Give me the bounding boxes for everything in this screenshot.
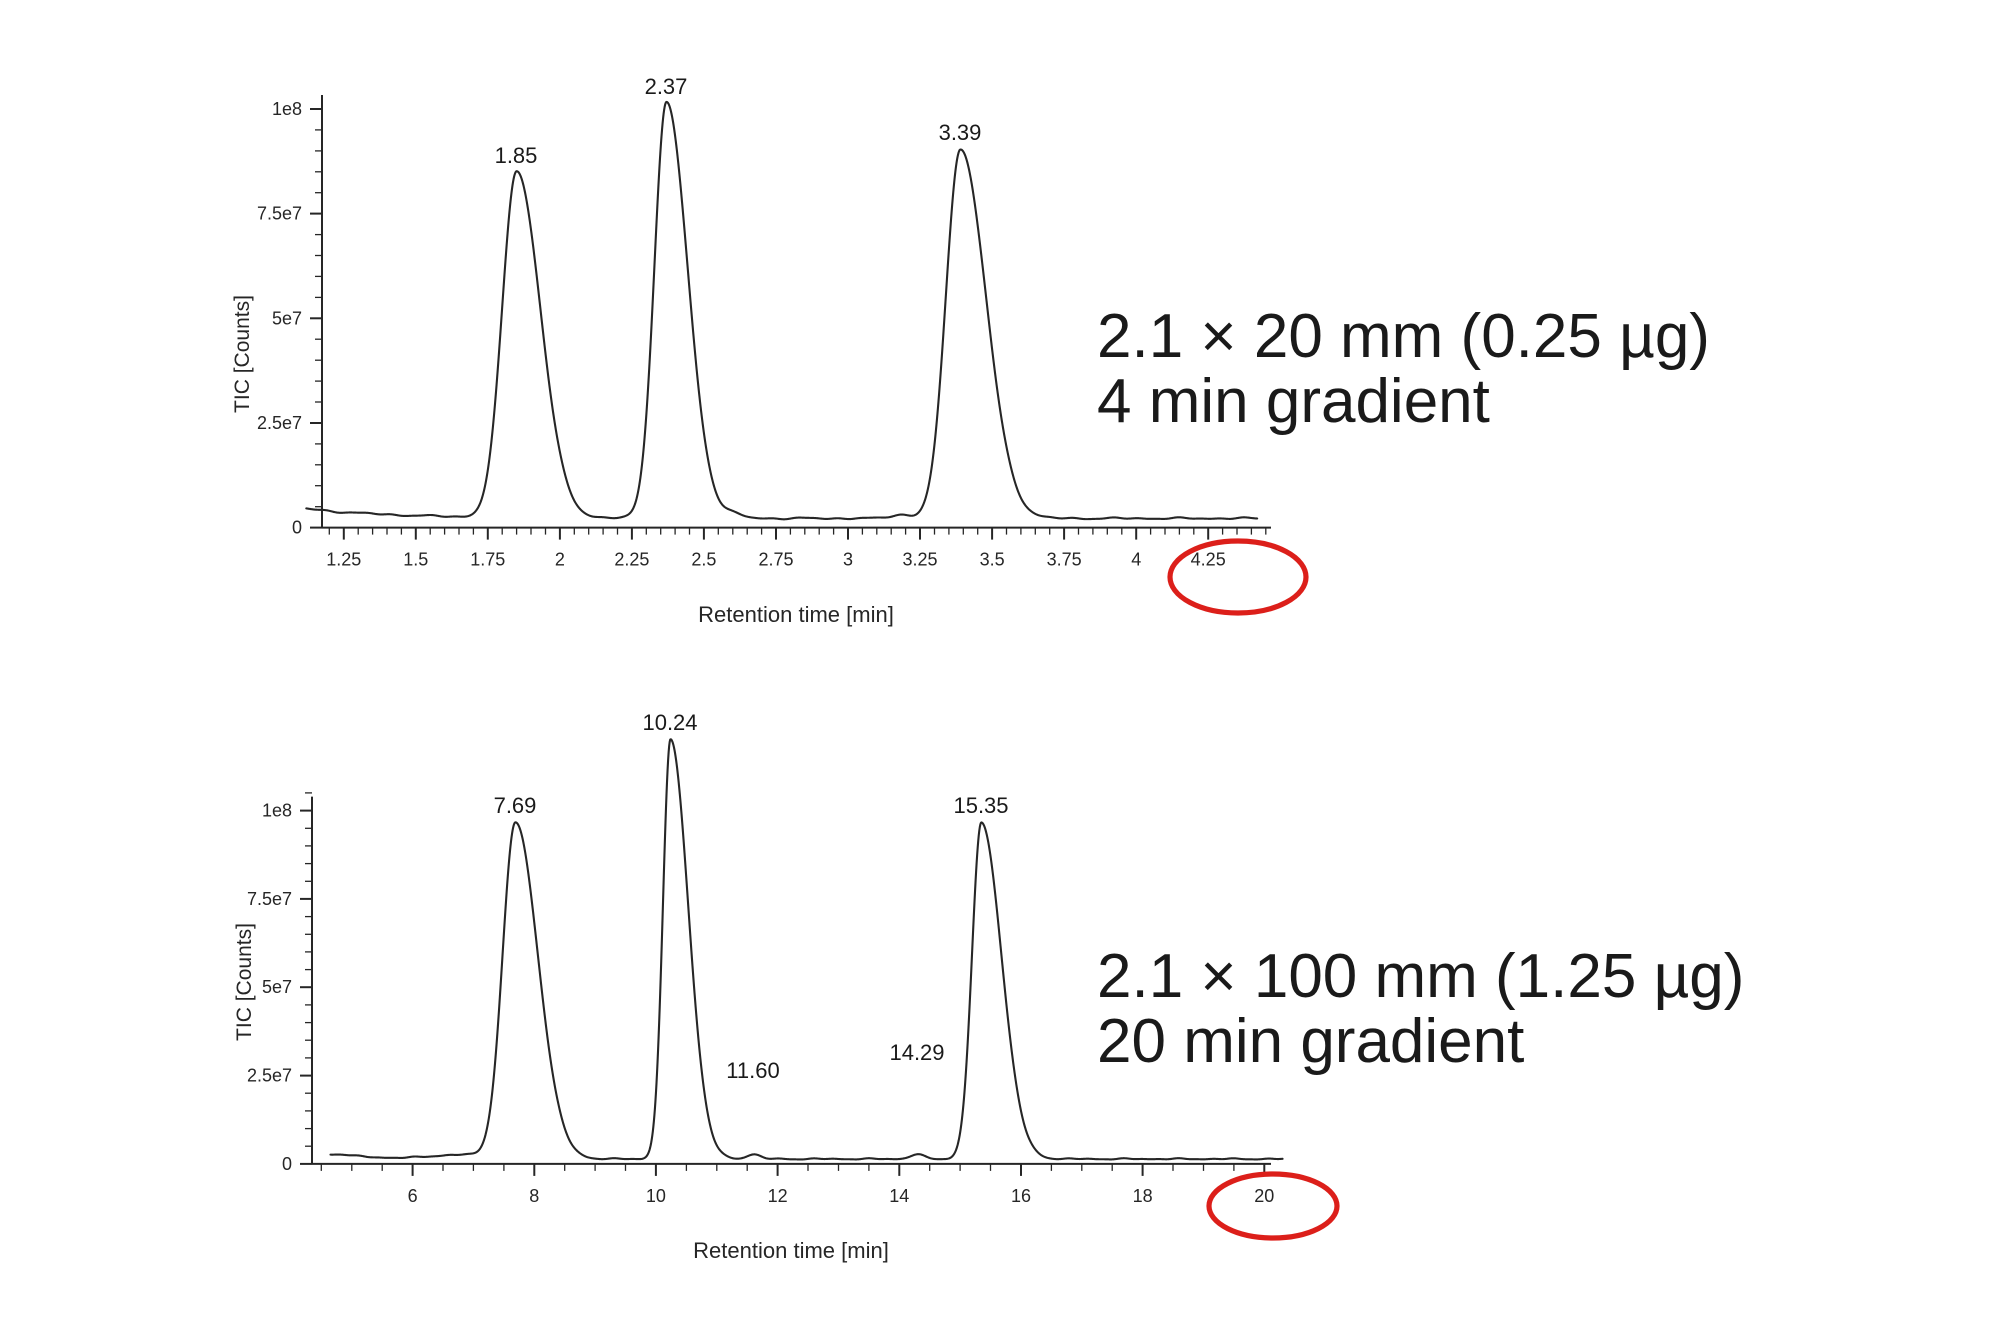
svg-text:4.25: 4.25: [1191, 550, 1226, 570]
svg-text:2.25: 2.25: [614, 550, 649, 570]
svg-text:5e7: 5e7: [262, 977, 292, 997]
svg-text:7.5e7: 7.5e7: [247, 889, 292, 909]
svg-text:7.69: 7.69: [494, 793, 537, 818]
svg-text:1.75: 1.75: [470, 550, 505, 570]
svg-text:14: 14: [889, 1186, 909, 1206]
svg-text:12: 12: [768, 1186, 788, 1206]
svg-text:3.25: 3.25: [902, 550, 937, 570]
svg-text:3.5: 3.5: [980, 550, 1005, 570]
svg-text:8: 8: [529, 1186, 539, 1206]
svg-text:TIC [Counts]: TIC [Counts]: [231, 295, 254, 413]
svg-text:Retention time [min]: Retention time [min]: [698, 602, 894, 627]
svg-text:11.60: 11.60: [726, 1058, 779, 1083]
svg-text:3.39: 3.39: [939, 120, 982, 145]
svg-text:1.25: 1.25: [326, 550, 361, 570]
svg-text:14.29: 14.29: [889, 1040, 944, 1065]
svg-text:2.5e7: 2.5e7: [247, 1066, 292, 1086]
svg-text:20: 20: [1254, 1186, 1274, 1206]
svg-text:1e8: 1e8: [262, 801, 292, 821]
svg-text:2: 2: [555, 550, 565, 570]
svg-text:16: 16: [1011, 1186, 1031, 1206]
svg-text:6: 6: [408, 1186, 418, 1206]
svg-text:TIC [Counts]: TIC [Counts]: [233, 923, 256, 1041]
svg-text:20 min gradient: 20 min gradient: [1097, 1007, 1524, 1076]
svg-text:2.37: 2.37: [645, 74, 688, 99]
svg-text:2.1 × 20 mm (0.25 µg): 2.1 × 20 mm (0.25 µg): [1097, 302, 1710, 371]
svg-text:1.5: 1.5: [403, 550, 428, 570]
svg-text:1.85: 1.85: [495, 143, 538, 168]
svg-text:0: 0: [292, 518, 302, 538]
svg-text:10: 10: [646, 1186, 666, 1206]
svg-text:2.1 × 100 mm (1.25 µg): 2.1 × 100 mm (1.25 µg): [1097, 942, 1744, 1011]
svg-text:18: 18: [1133, 1186, 1153, 1206]
svg-text:Retention time [min]: Retention time [min]: [693, 1238, 889, 1263]
svg-text:0: 0: [282, 1154, 292, 1174]
svg-text:15.35: 15.35: [953, 793, 1008, 818]
svg-text:4 min gradient: 4 min gradient: [1097, 367, 1490, 436]
svg-text:1e8: 1e8: [272, 99, 302, 119]
svg-text:5e7: 5e7: [272, 308, 302, 328]
svg-text:2.75: 2.75: [758, 550, 793, 570]
svg-text:2.5: 2.5: [691, 550, 716, 570]
svg-text:2.5e7: 2.5e7: [257, 413, 302, 433]
svg-text:3: 3: [843, 550, 853, 570]
svg-text:3.75: 3.75: [1047, 550, 1082, 570]
svg-text:4: 4: [1131, 550, 1141, 570]
svg-text:7.5e7: 7.5e7: [257, 204, 302, 224]
svg-text:10.24: 10.24: [642, 710, 697, 735]
